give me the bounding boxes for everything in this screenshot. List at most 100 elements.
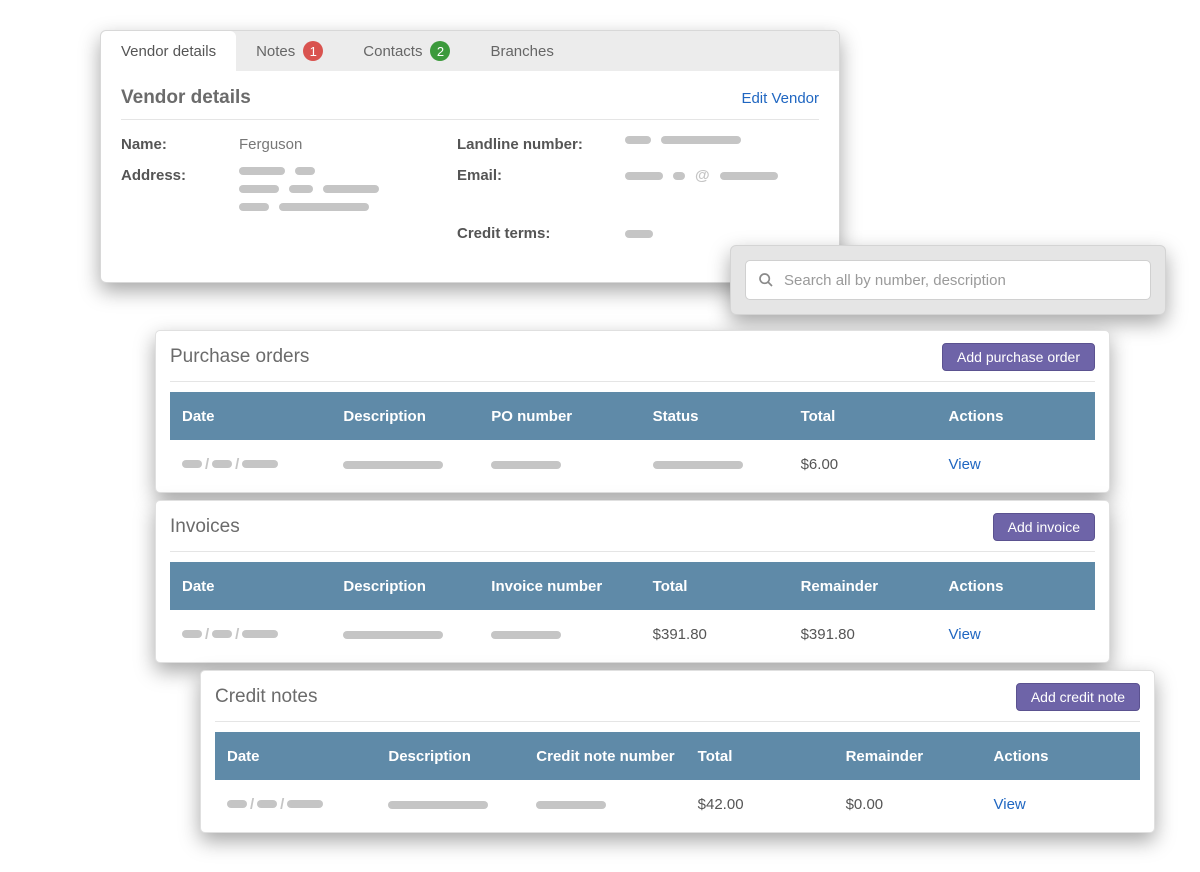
add-credit-note-button[interactable]: Add credit note <box>1016 683 1140 711</box>
cell-remainder: $391.80 <box>801 626 949 643</box>
redacted-text <box>212 630 232 638</box>
cell-remainder: $0.00 <box>846 796 994 813</box>
redacted-text <box>343 631 443 639</box>
redacted-text <box>491 461 561 469</box>
redacted-text <box>625 172 663 180</box>
redacted-text <box>323 185 379 193</box>
redacted-text <box>242 630 278 638</box>
email-label: Email: <box>457 167 617 184</box>
table-row: / / $391.80 $391.80 View <box>170 610 1095 658</box>
vendor-section-title: Vendor details <box>121 87 251 109</box>
cell-total: $391.80 <box>653 626 801 643</box>
contacts-count-badge: 2 <box>430 41 450 61</box>
tab-label: Vendor details <box>121 43 216 60</box>
col-date: Date <box>227 748 388 765</box>
redacted-text <box>720 172 778 180</box>
view-link[interactable]: View <box>994 796 1128 813</box>
landline-label: Landline number: <box>457 136 617 153</box>
vendor-details-card: Vendor details Notes 1 Contacts 2 Branch… <box>100 30 840 283</box>
redacted-text <box>491 631 561 639</box>
tab-contacts[interactable]: Contacts 2 <box>343 31 470 71</box>
invoices-card: Invoices Add invoice Date Description In… <box>155 500 1110 663</box>
cell-date: / / <box>182 456 343 473</box>
cell-date: / / <box>182 626 343 643</box>
col-actions: Actions <box>994 748 1128 765</box>
add-purchase-order-button[interactable]: Add purchase order <box>942 343 1095 371</box>
redacted-text <box>536 801 606 809</box>
col-description: Description <box>343 578 491 595</box>
col-invoice-number: Invoice number <box>491 578 652 595</box>
notes-count-badge: 1 <box>303 41 323 61</box>
cell-total: $42.00 <box>698 796 846 813</box>
col-remainder: Remainder <box>846 748 994 765</box>
name-label: Name: <box>121 136 231 153</box>
section-header: Credit notes Add credit note <box>215 683 1140 722</box>
redacted-text <box>239 203 269 211</box>
redacted-text <box>661 136 741 144</box>
vendor-body: Vendor details Edit Vendor Name: Ferguso… <box>101 71 839 282</box>
col-date: Date <box>182 578 343 595</box>
col-cn-number: Credit note number <box>536 748 697 765</box>
redacted-text <box>212 460 232 468</box>
tab-label: Branches <box>490 43 553 60</box>
landline-value <box>625 136 819 144</box>
table-header: Date Description PO number Status Total … <box>170 392 1095 440</box>
vendor-details-grid: Name: Ferguson Landline number: Address: <box>121 136 819 242</box>
cell-invoice-number <box>491 626 652 643</box>
tab-vendor-details[interactable]: Vendor details <box>101 31 236 71</box>
view-link[interactable]: View <box>949 456 1083 473</box>
cell-cn-number <box>536 796 697 813</box>
table-header: Date Description Invoice number Total Re… <box>170 562 1095 610</box>
table-row: / / $6.00 View <box>170 440 1095 488</box>
redacted-text <box>242 460 278 468</box>
cell-description <box>343 626 491 643</box>
cell-po-number <box>491 456 652 473</box>
table-row: / / $42.00 $0.00 View <box>215 780 1140 828</box>
credit-terms-label: Credit terms: <box>457 225 617 242</box>
col-po-number: PO number <box>491 408 652 425</box>
vendor-header: Vendor details Edit Vendor <box>121 87 819 120</box>
col-status: Status <box>653 408 801 425</box>
redacted-text <box>343 461 443 469</box>
redacted-text <box>182 630 202 638</box>
redacted-text <box>279 203 369 211</box>
name-value: Ferguson <box>239 136 449 153</box>
col-total: Total <box>801 408 949 425</box>
col-description: Description <box>388 748 536 765</box>
section-header: Purchase orders Add purchase order <box>170 343 1095 382</box>
col-total: Total <box>653 578 801 595</box>
search-box[interactable] <box>745 260 1151 300</box>
redacted-text <box>673 172 685 180</box>
redacted-text <box>227 800 247 808</box>
tab-notes[interactable]: Notes 1 <box>236 31 343 71</box>
credit-notes-card: Credit notes Add credit note Date Descri… <box>200 670 1155 833</box>
cell-description <box>343 456 491 473</box>
redacted-text <box>182 460 202 468</box>
redacted-text <box>653 461 743 469</box>
tab-branches[interactable]: Branches <box>470 31 573 71</box>
view-link[interactable]: View <box>949 626 1083 643</box>
col-description: Description <box>343 408 491 425</box>
cell-total: $6.00 <box>801 456 949 473</box>
search-panel <box>730 245 1166 315</box>
redacted-text <box>388 801 488 809</box>
col-date: Date <box>182 408 343 425</box>
section-header: Invoices Add invoice <box>170 513 1095 552</box>
search-icon <box>758 272 774 288</box>
tab-bar: Vendor details Notes 1 Contacts 2 Branch… <box>101 31 839 71</box>
redacted-text <box>625 136 651 144</box>
section-title: Invoices <box>170 516 240 538</box>
cell-description <box>388 796 536 813</box>
redacted-text <box>295 167 315 175</box>
email-at-symbol: @ <box>695 167 710 184</box>
edit-vendor-link[interactable]: Edit Vendor <box>741 90 819 107</box>
tab-label: Notes <box>256 43 295 60</box>
credit-terms-value <box>625 225 819 242</box>
redacted-text <box>287 800 323 808</box>
address-value <box>239 167 449 211</box>
redacted-text <box>239 185 279 193</box>
add-invoice-button[interactable]: Add invoice <box>993 513 1095 541</box>
cell-date: / / <box>227 796 388 813</box>
search-input[interactable] <box>784 272 1138 289</box>
table-header: Date Description Credit note number Tota… <box>215 732 1140 780</box>
